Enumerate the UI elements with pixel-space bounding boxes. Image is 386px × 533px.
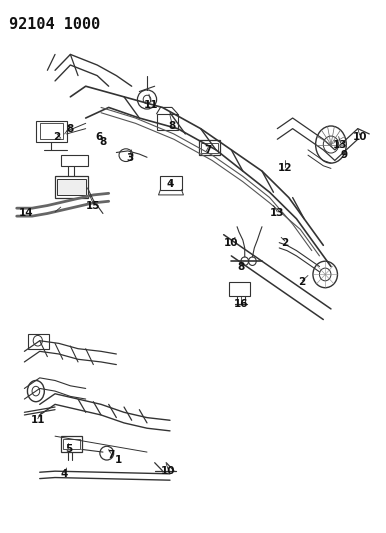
Text: 5: 5	[65, 445, 72, 455]
Bar	[229, 282, 251, 296]
Text: 2: 2	[299, 277, 306, 287]
Text: 16: 16	[234, 298, 248, 309]
Text: 10: 10	[161, 466, 175, 475]
Text: 13: 13	[270, 208, 284, 219]
Text: 12: 12	[278, 164, 292, 173]
Text: 7: 7	[107, 450, 114, 460]
Bar	[36, 120, 66, 142]
Text: 10: 10	[224, 238, 239, 248]
Text: 9: 9	[341, 150, 348, 160]
Text: 11: 11	[30, 415, 45, 425]
Bar	[61, 155, 88, 166]
Text: 14: 14	[19, 208, 34, 219]
Text: 13: 13	[333, 140, 348, 150]
Text: 6: 6	[95, 132, 103, 142]
Bar	[40, 123, 63, 139]
Text: 3: 3	[126, 153, 134, 163]
Bar	[201, 143, 218, 152]
Text: 8: 8	[237, 262, 244, 271]
Bar	[28, 334, 49, 349]
Text: 7: 7	[205, 145, 212, 155]
Text: 2: 2	[53, 132, 61, 142]
Text: 10: 10	[352, 132, 367, 142]
Text: 4: 4	[166, 179, 174, 189]
Text: 8: 8	[168, 121, 176, 131]
Bar	[61, 436, 82, 452]
Text: 15: 15	[86, 200, 101, 211]
Bar	[199, 140, 220, 155]
Text: 8: 8	[67, 124, 74, 134]
Text: 92104 1000: 92104 1000	[9, 17, 100, 33]
Text: 4: 4	[61, 470, 68, 479]
Bar	[55, 176, 88, 198]
Bar	[157, 114, 178, 130]
Text: 8: 8	[99, 137, 107, 147]
Bar	[57, 179, 86, 195]
Text: 1: 1	[115, 455, 122, 465]
Bar	[161, 176, 181, 190]
Text: 2: 2	[281, 238, 289, 248]
Bar	[63, 439, 80, 449]
Text: 11: 11	[144, 100, 158, 110]
